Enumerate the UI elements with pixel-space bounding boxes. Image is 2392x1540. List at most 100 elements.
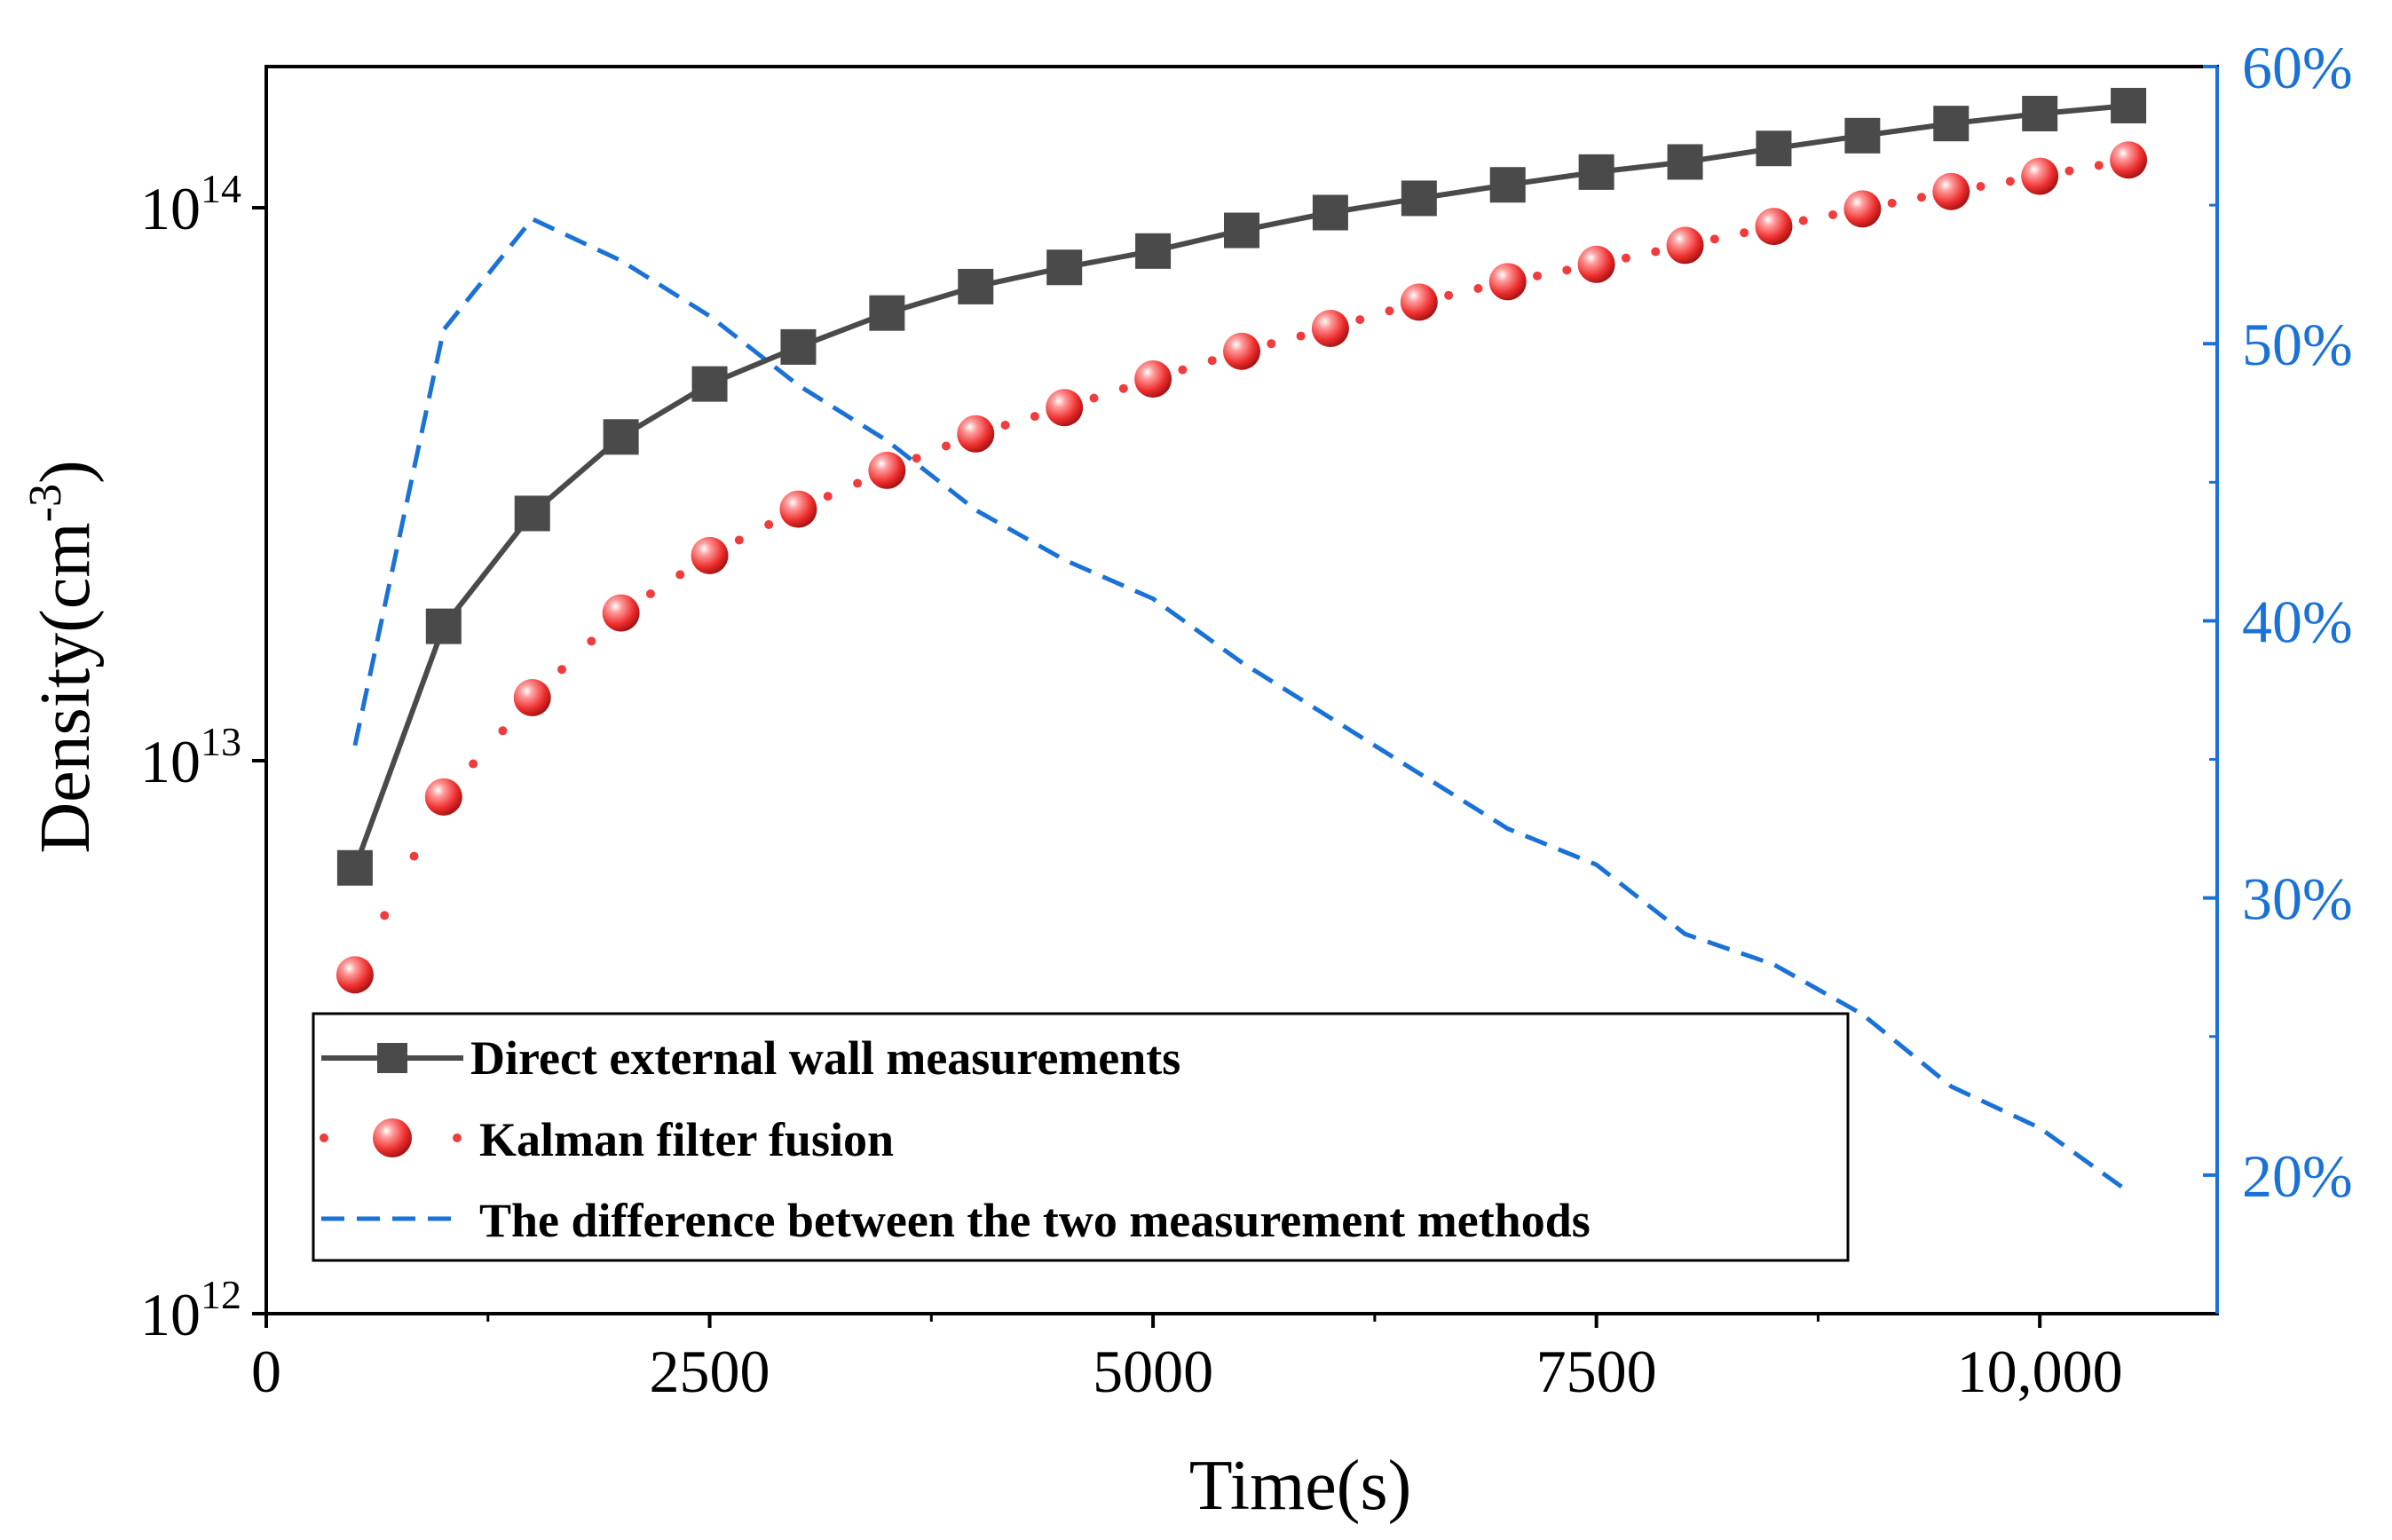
series-kalman-point <box>1046 389 1084 427</box>
series-direct-point <box>1756 130 1792 167</box>
series-direct-point <box>869 295 905 331</box>
series-kalman-point <box>1223 332 1260 370</box>
series-kalman-point <box>1932 172 1970 210</box>
legend-label-difference: The difference between the two measureme… <box>479 1194 1591 1247</box>
series-kalman-point <box>1755 208 1793 246</box>
y-tick-label: 1012 <box>140 1272 241 1348</box>
x-tick-label: 7500 <box>1536 1338 1657 1405</box>
x-tick-label: 0 <box>251 1338 281 1405</box>
legend: Direct external wall measurements Kalman… <box>312 1012 1850 1262</box>
series-kalman-dot <box>1385 306 1394 316</box>
series-kalman-dot <box>941 441 951 451</box>
series-kalman-point <box>1311 309 1349 347</box>
series-kalman-dot <box>823 492 833 501</box>
series-direct-point <box>1489 167 1526 203</box>
series-kalman-dot <box>1473 284 1483 294</box>
y-axis-title-group: Density(cm-3) <box>20 460 105 853</box>
series-kalman-dot <box>2064 166 2074 176</box>
series-kalman-point <box>779 490 817 528</box>
series-kalman-dot <box>1533 271 1543 280</box>
series-difference-line <box>352 216 2130 1194</box>
series-kalman-point <box>424 778 462 816</box>
series-kalman-point <box>1666 226 1704 265</box>
y-tick-exponent: 12 <box>201 1272 241 1317</box>
series-kalman-dot <box>1444 290 1454 300</box>
series-direct-point <box>2111 87 2147 123</box>
series-kalman-dot <box>409 851 419 861</box>
series-direct-point <box>691 366 728 402</box>
series-kalman-point <box>1134 360 1172 399</box>
y-tick-label: 1014 <box>140 166 241 242</box>
y-tick-label: 1013 <box>140 719 241 795</box>
series-direct-point <box>1135 233 1172 269</box>
y2-tick-label: 30% <box>2242 865 2353 933</box>
series-direct-point <box>1312 194 1348 231</box>
series-kalman-dot <box>1621 253 1630 263</box>
series-kalman-dot <box>380 911 390 920</box>
series-direct-point <box>336 849 373 886</box>
series-kalman-dot <box>1798 216 1808 225</box>
series-direct-point <box>1224 212 1259 249</box>
legend-marker-sphere <box>373 1118 412 1157</box>
y-axis-title: Density(cm-3) <box>20 460 105 853</box>
series-kalman-dot <box>1828 209 1838 219</box>
y2-tick-label: 20% <box>2242 1142 2353 1210</box>
series-kalman-dot <box>1089 393 1099 403</box>
y-tick-base: 10 <box>140 728 201 795</box>
series-kalman-point <box>1843 190 1882 228</box>
series-kalman-dot <box>645 588 655 598</box>
series-kalman-dot <box>764 520 774 530</box>
legend-dot-left <box>320 1133 328 1142</box>
series-kalman-dot <box>912 454 921 463</box>
series-direct-point <box>1933 106 1970 142</box>
y2-tick-label: 40% <box>2242 588 2353 655</box>
legend-dot-right <box>453 1133 462 1142</box>
series-kalman-dot <box>1740 228 1749 238</box>
series-kalman-dot <box>1207 356 1217 366</box>
x-axis-title: Time(s) <box>1189 1447 1411 1525</box>
x-tick-label: 2500 <box>650 1338 770 1405</box>
series-kalman-dot <box>1178 365 1188 375</box>
series-kalman-dot <box>1976 182 1985 192</box>
y2-tick-label: 50% <box>2242 311 2353 378</box>
legend-box <box>312 1012 1850 1262</box>
series-kalman-point <box>602 594 640 632</box>
y2-tick-label: 60% <box>2242 34 2353 101</box>
series-kalman-point <box>1488 263 1527 301</box>
legend-entry-1: Direct external wall measurements <box>321 1031 1180 1085</box>
series-layer <box>336 87 2148 1194</box>
legend-label-direct: Direct external wall measurements <box>470 1031 1180 1085</box>
series-kalman-point <box>1577 245 1615 283</box>
series-kalman-point <box>2110 141 2148 179</box>
x-tick-label: 5000 <box>1093 1338 1213 1405</box>
series-kalman-dot <box>1296 331 1306 341</box>
series-kalman-dot <box>1118 383 1128 393</box>
series-kalman-dot <box>853 478 863 488</box>
series-kalman-point <box>691 536 729 574</box>
series-kalman-point <box>2021 157 2059 195</box>
series-kalman-dot <box>2094 161 2104 170</box>
series-kalman-dot <box>587 636 596 646</box>
series-kalman-point <box>336 956 374 994</box>
legend-entry-3: The difference between the two measureme… <box>321 1194 1591 1247</box>
series-kalman-dot <box>1651 247 1661 257</box>
series-kalman-dot <box>1709 234 1719 244</box>
series-kalman-dot <box>1000 420 1010 430</box>
y-tick-exponent: 14 <box>201 166 241 211</box>
series-kalman-dot <box>1916 193 1926 202</box>
y-axis-title-exp: -3 <box>20 484 71 522</box>
series-kalman-point <box>513 679 551 717</box>
series-direct-point <box>425 608 462 644</box>
y-tick-exponent: 13 <box>201 719 241 764</box>
y-tick-base: 10 <box>140 1281 201 1348</box>
legend-label-kalman: Kalman filter fusion <box>479 1113 894 1166</box>
series-direct-point <box>1844 117 1881 154</box>
y-axis-title-close: ) <box>27 460 105 484</box>
series-direct-point <box>514 495 550 532</box>
y-tick-base: 10 <box>140 175 201 242</box>
series-kalman-point <box>868 451 906 489</box>
x-axis-ticks: 0 2500 5000 7500 10,000 <box>251 1314 2123 1405</box>
legend-entry-2: Kalman filter fusion <box>320 1113 894 1166</box>
series-direct-point <box>1578 154 1614 190</box>
